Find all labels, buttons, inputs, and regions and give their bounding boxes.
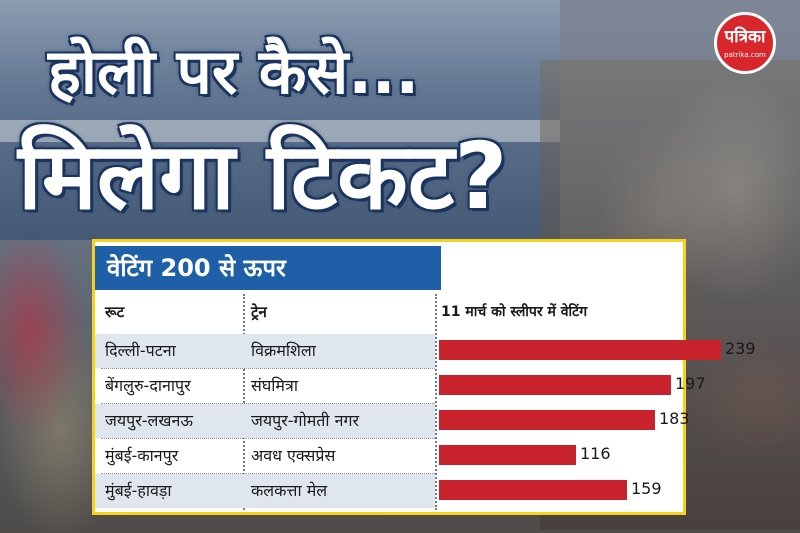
logo-name: पत्रिका	[724, 27, 766, 47]
route-label: मुंबई-हावड़ा	[105, 481, 172, 500]
table-row: मुंबई-कानपुर अवध एक्सप्रेस 116	[95, 439, 683, 473]
headline-line2: मिलेगा टिकट?	[18, 123, 508, 230]
train-label: अवध एक्सप्रेस	[251, 446, 336, 465]
route-label: मुंबई-कानपुर	[105, 446, 179, 465]
waiting-bar	[439, 340, 721, 360]
route-label: दिल्ली-पटना	[105, 341, 176, 360]
row-divider	[101, 368, 435, 369]
route-label: जयपुर-लखनऊ	[105, 411, 193, 430]
waiting-chart-card: वेटिंग 200 से ऊपर रूट ट्रेन 11 मार्च को …	[92, 239, 756, 515]
waiting-bar	[439, 410, 655, 430]
row-background	[95, 404, 435, 438]
waiting-value-label: 183	[659, 409, 690, 428]
row-background	[95, 334, 435, 368]
table-row: जयपुर-लखनऊ जयपुर-गोमती नगर 183	[95, 404, 690, 438]
column-divider	[435, 294, 437, 510]
row-divider	[101, 403, 435, 404]
route-label: बेंगलुरु-दानापुर	[105, 376, 191, 395]
train-label: जयपुर-गोमती नगर	[251, 411, 360, 430]
column-divider	[243, 294, 245, 510]
waiting-bar	[439, 445, 576, 465]
waiting-value-label: 239	[725, 339, 756, 358]
headline-line1: होली पर कैसे...	[48, 35, 420, 108]
row-divider	[101, 473, 435, 474]
table-row: बेंगलुरु-दानापुर संघमित्रा 197	[95, 369, 706, 403]
waiting-value-label: 116	[580, 444, 611, 463]
waiting-bar	[439, 375, 671, 395]
train-label: संघमित्रा	[251, 376, 298, 395]
waiting-value-label: 159	[631, 479, 662, 498]
row-divider	[101, 438, 435, 439]
column-header-waiting: 11 मार्च को स्लीपर में वेटिंग	[441, 304, 588, 320]
table-row: दिल्ली-पटना विक्रमशिला 239	[95, 334, 756, 368]
row-background	[95, 474, 435, 508]
train-label: विक्रमशिला	[251, 341, 316, 360]
column-header-route: रूट	[105, 303, 125, 321]
patrika-logo: पत्रिका patrika.com	[714, 12, 776, 74]
waiting-value-label: 197	[675, 374, 706, 393]
table-row: मुंबई-हावड़ा कलकत्ता मेल 159	[95, 474, 683, 508]
column-header-train: ट्रेन	[251, 303, 267, 321]
logo-site: patrika.com	[724, 51, 766, 59]
waiting-bar	[439, 480, 627, 500]
train-stripe	[0, 120, 560, 142]
train-label: कलकत्ता मेल	[251, 481, 328, 500]
chart-title: वेटिंग 200 से ऊपर	[95, 246, 441, 290]
